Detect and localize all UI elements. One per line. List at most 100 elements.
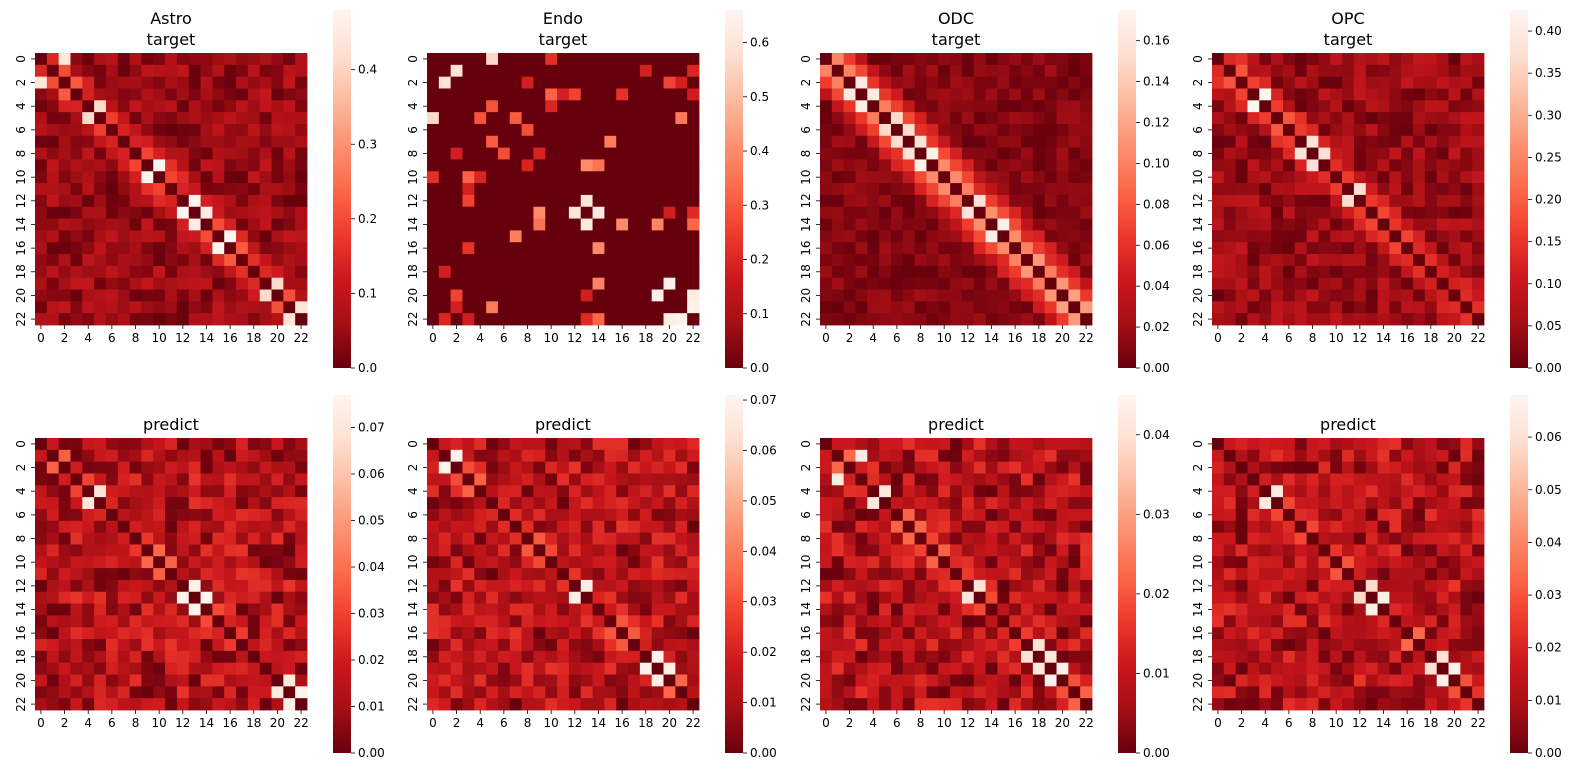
- heatmap-cell: [212, 497, 225, 510]
- heatmap-cell: [639, 194, 653, 208]
- heatmap-cell: [474, 497, 487, 510]
- y-tick-label: 14: [406, 217, 420, 232]
- y-tick-label: 14: [14, 217, 28, 232]
- heatmap-cell: [855, 438, 868, 451]
- heatmap-cell: [117, 568, 131, 581]
- heatmap-cell: [1448, 568, 1461, 581]
- heatmap-cell: [855, 194, 868, 208]
- heatmap-cell: [592, 674, 605, 687]
- heatmap-cell: [450, 147, 463, 160]
- heatmap-cell: [200, 615, 213, 628]
- heatmap-cell: [188, 639, 201, 652]
- heatmap-cell: [867, 591, 880, 604]
- heatmap-cell: [1282, 698, 1296, 711]
- heatmap-cell: [105, 88, 119, 101]
- heatmap-cell: [687, 206, 700, 219]
- heatmap-cell: [509, 473, 523, 486]
- heatmap-cell: [1080, 603, 1093, 616]
- heatmap-cell: [70, 473, 83, 486]
- heatmap-cell: [663, 183, 676, 196]
- heatmap-cell: [651, 76, 664, 89]
- heatmap-cell: [651, 438, 664, 451]
- heatmap-cell: [105, 100, 119, 113]
- heatmap-cell: [639, 53, 653, 66]
- heatmap-cell: [438, 123, 452, 137]
- heatmap-cell: [236, 497, 249, 510]
- heatmap-cell: [1235, 438, 1248, 451]
- heatmap-cell: [890, 123, 904, 137]
- heatmap-cell: [1068, 277, 1081, 290]
- y-tick-label: 4: [406, 102, 420, 110]
- heatmap-cell: [1259, 556, 1272, 569]
- heatmap-cell: [224, 449, 237, 463]
- heatmap-cell: [651, 194, 664, 208]
- heatmap-cell: [1212, 603, 1225, 616]
- heatmap-cell: [462, 194, 475, 208]
- heatmap-cell: [521, 254, 534, 267]
- heatmap-cell: [639, 556, 653, 569]
- heatmap-cell: [843, 650, 856, 664]
- heatmap-cell: [843, 64, 856, 78]
- heatmap-cell: [557, 254, 570, 267]
- heatmap-cell: [200, 100, 213, 113]
- heatmap-cell: [1460, 194, 1473, 208]
- heatmap-cell: [533, 686, 546, 699]
- heatmap-cell: [271, 277, 284, 290]
- heatmap-cell: [557, 520, 570, 534]
- heatmap-cell: [628, 112, 641, 125]
- heatmap-cell: [1377, 147, 1390, 160]
- x-tick-label: 16: [222, 716, 237, 730]
- heatmap-cell: [129, 135, 142, 149]
- heatmap-cell: [820, 532, 833, 545]
- heatmap-cell: [165, 53, 178, 66]
- heatmap-cell: [1424, 662, 1438, 675]
- heatmap-cell: [687, 254, 700, 267]
- heatmap-cell: [902, 591, 916, 604]
- y-tick-label: 8: [799, 150, 813, 158]
- heatmap-cell: [1353, 485, 1367, 498]
- heatmap-cell: [295, 112, 308, 125]
- heatmap-cell: [1056, 254, 1069, 267]
- heatmap-cell: [1306, 218, 1319, 231]
- heatmap-cell: [1009, 171, 1022, 184]
- x-tick-label: 22: [685, 331, 700, 345]
- heatmap-cell: [497, 556, 511, 569]
- x-tick-label: 6: [1285, 331, 1293, 345]
- heatmap-cell: [663, 639, 676, 652]
- y-tick-label: 6: [799, 126, 813, 134]
- heatmap-cell: [557, 615, 570, 628]
- heatmap-cell: [188, 686, 201, 699]
- heatmap-cell: [105, 485, 119, 498]
- panel-title: predict: [143, 415, 199, 434]
- heatmap-cell: [165, 147, 178, 160]
- heatmap-cell: [212, 650, 225, 664]
- heatmap-cell: [985, 135, 998, 149]
- heatmap-cell: [1068, 603, 1081, 616]
- heatmap-cell: [1318, 254, 1331, 267]
- heatmap-cell: [1021, 461, 1034, 474]
- heatmap-cell: [105, 461, 119, 474]
- heatmap-cell: [94, 698, 107, 711]
- heatmap-cell: [129, 568, 142, 581]
- y-tick-label: 22: [14, 696, 28, 711]
- heatmap-cell: [283, 183, 296, 196]
- heatmap-cell: [176, 449, 190, 463]
- heatmap-cell: [914, 171, 927, 184]
- heatmap-cell: [628, 627, 641, 640]
- heatmap-cell: [1342, 485, 1355, 498]
- heatmap-cell: [247, 135, 261, 149]
- heatmap-cell: [985, 461, 998, 474]
- heatmap-cell: [568, 603, 582, 616]
- heatmap-cell: [687, 497, 700, 510]
- heatmap-cell: [236, 532, 249, 545]
- heatmap-cell: [462, 485, 475, 498]
- heatmap-cell: [973, 123, 986, 137]
- heatmap-cell: [1306, 242, 1319, 255]
- heatmap-cell: [1068, 556, 1081, 569]
- heatmap-cell: [867, 88, 880, 101]
- heatmap-cell: [1401, 603, 1414, 616]
- heatmap-cell: [1247, 123, 1260, 137]
- heatmap-cell: [1247, 171, 1260, 184]
- heatmap-cell: [247, 532, 261, 545]
- heatmap-cell: [1212, 497, 1225, 510]
